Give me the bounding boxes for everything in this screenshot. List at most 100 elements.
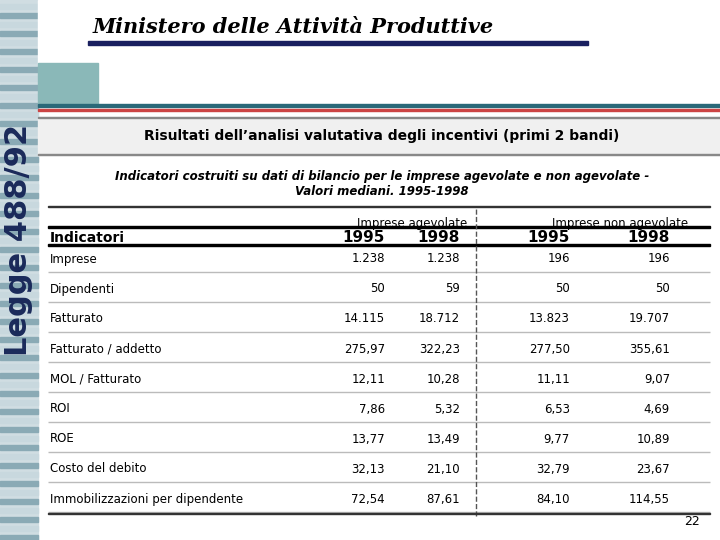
Text: 50: 50 [655,282,670,295]
Bar [0,427,38,432]
Bar [0,31,38,36]
Bar [0,121,38,126]
Bar [0,346,38,351]
Text: 1995: 1995 [343,231,385,246]
Bar [0,103,38,108]
Bar [38,63,98,105]
Text: 1.238: 1.238 [351,253,385,266]
Text: Imprese non agevolate: Imprese non agevolate [552,217,688,230]
Bar [0,283,38,288]
Bar [48,244,710,246]
Bar [0,292,38,297]
Bar [38,0,720,65]
Bar [0,319,38,324]
Bar [0,535,38,540]
Text: 13,77: 13,77 [351,433,385,446]
Text: 11,11: 11,11 [536,373,570,386]
Bar [0,391,38,396]
Text: 14.115: 14.115 [344,313,385,326]
Text: 13.823: 13.823 [529,313,570,326]
Bar [0,274,38,279]
Bar [0,409,38,414]
Text: 1998: 1998 [628,231,670,246]
Bar [0,112,38,117]
Bar [48,513,710,514]
Text: Dipendenti: Dipendenti [50,282,115,295]
Bar [0,76,38,81]
Bar [0,436,38,441]
Bar [38,117,720,118]
Text: Fatturato: Fatturato [50,313,104,326]
Text: 4,69: 4,69 [644,402,670,415]
Bar [0,400,38,405]
Bar [0,310,38,315]
Bar [38,154,720,155]
Text: 84,10: 84,10 [536,492,570,505]
Text: Imprese agevolate: Imprese agevolate [357,217,467,230]
Text: 23,67: 23,67 [636,462,670,476]
Bar [0,481,38,486]
Text: 32,79: 32,79 [536,462,570,476]
Bar [0,85,38,90]
Bar [0,22,38,27]
Bar [0,463,38,468]
Text: 355,61: 355,61 [629,342,670,355]
Bar [0,94,38,99]
Bar [0,490,38,495]
Bar [0,229,38,234]
Text: ROI: ROI [50,402,71,415]
Text: 7,86: 7,86 [359,402,385,415]
Text: 21,10: 21,10 [426,462,460,476]
Text: 1.238: 1.238 [426,253,460,266]
Bar [0,526,38,531]
Text: Costo del debito: Costo del debito [50,462,146,476]
Text: 50: 50 [555,282,570,295]
Bar [0,373,38,378]
Bar [0,445,38,450]
Bar [0,265,38,270]
Bar [0,418,38,423]
Bar [0,238,38,243]
Text: 13,49: 13,49 [426,433,460,446]
Text: 275,97: 275,97 [344,342,385,355]
Text: 19.707: 19.707 [629,313,670,326]
Text: Imprese: Imprese [50,253,98,266]
Text: 196: 196 [547,253,570,266]
Bar [0,40,38,45]
Text: Fatturato / addetto: Fatturato / addetto [50,342,161,355]
Bar [0,328,38,333]
Text: 72,54: 72,54 [351,492,385,505]
Bar [38,104,720,107]
Bar [0,166,38,171]
Text: 6,53: 6,53 [544,402,570,415]
Bar [0,175,38,180]
Text: 1995: 1995 [528,231,570,246]
Bar [38,109,720,111]
Bar [0,130,38,135]
Text: 18.712: 18.712 [419,313,460,326]
Text: Risultati dell’analisi valutativa degli incentivi (primi 2 bandi): Risultati dell’analisi valutativa degli … [144,129,620,143]
Bar [0,193,38,198]
Bar [0,256,38,261]
Text: 59: 59 [445,282,460,295]
Bar [0,139,38,144]
Bar [0,148,38,153]
Text: ROE: ROE [50,433,75,446]
Text: 10,89: 10,89 [636,433,670,446]
Text: 277,50: 277,50 [529,342,570,355]
Bar [0,184,38,189]
Text: Indicatori costruiti su dati di bilancio per le imprese agevolate e non agevolat: Indicatori costruiti su dati di bilancio… [115,170,649,183]
Text: 50: 50 [370,282,385,295]
Bar [0,472,38,477]
Bar [0,301,38,306]
Bar [0,202,38,207]
Bar [0,4,38,9]
Text: 12,11: 12,11 [351,373,385,386]
Text: Legge 488/92: Legge 488/92 [4,124,34,356]
Bar [0,247,38,252]
Bar [0,508,38,513]
Bar [0,454,38,459]
Text: 196: 196 [647,253,670,266]
Bar [0,220,38,225]
Bar [0,67,38,72]
